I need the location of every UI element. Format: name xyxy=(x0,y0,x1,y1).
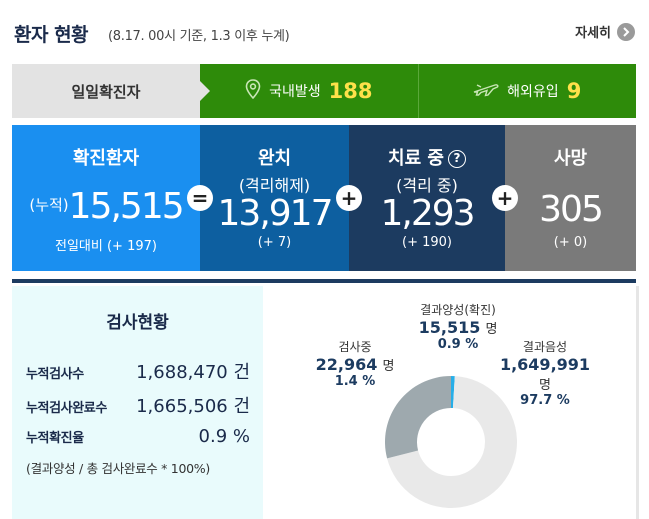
page-subtitle: (8.17. 00시 기준, 1.3 이후 누계) xyxy=(108,29,290,44)
negative-slice xyxy=(387,376,517,509)
tests-row-value: 0.9 % xyxy=(198,426,250,447)
tests-row-label: 누적검사수 xyxy=(26,367,84,382)
treatment-value: 1,293 xyxy=(380,193,475,234)
panel-edge xyxy=(636,286,639,519)
tests-row-completed: 누적검사완료수 1,665,506 건 xyxy=(26,392,250,418)
positive-label-block: 결과양성(확진) 15,515 명 0.9 % xyxy=(383,301,533,352)
plus-operator-2: + xyxy=(492,185,518,211)
deceased-value: 305 xyxy=(539,189,604,230)
test-results-chart: 결과양성(확진) 15,515 명 0.9 % 검사중 22,964 명 1.4… xyxy=(263,286,636,519)
positive-slice xyxy=(451,376,455,409)
negative-unit: 명 xyxy=(539,378,551,393)
treatment-stat: 치료 중? (격리 중) 1,293 (+ 190) xyxy=(349,125,505,271)
testing-value: 22,964 xyxy=(315,355,378,374)
domestic-label: 국내발생 xyxy=(269,84,321,100)
negative-value: 1,649,991 xyxy=(499,355,591,374)
tests-row-value: 1,665,506 건 xyxy=(136,396,250,417)
released-value: 13,917 xyxy=(217,193,334,234)
confirmed-delta: 전일대비 (+ 197) xyxy=(55,239,157,254)
more-link[interactable]: 자세히 xyxy=(575,22,635,41)
treatment-sub: (격리 중) xyxy=(396,176,458,195)
confirmed-title: 확진환자 xyxy=(72,148,140,169)
testing-slice xyxy=(385,376,451,459)
more-label: 자세히 xyxy=(575,26,611,41)
chevron-right-icon xyxy=(617,22,635,41)
released-sub: (격리해제) xyxy=(238,176,311,195)
donut-chart xyxy=(385,376,517,509)
negative-percent: 97.7 % xyxy=(520,393,570,408)
negative-label-block: 결과음성 1,649,991 명 97.7 % xyxy=(489,338,601,408)
section-divider xyxy=(12,279,636,283)
plus-operator-1: + xyxy=(336,185,362,211)
treatment-delta: (+ 190) xyxy=(402,235,452,250)
testing-label-block: 검사중 22,964 명 1.4 % xyxy=(307,338,403,389)
deceased-title: 사망 xyxy=(553,148,588,169)
testing-title: 검사중 xyxy=(338,340,372,354)
tests-row-total: 누적검사수 1,688,470 건 xyxy=(26,358,250,384)
released-stat: 완치 (격리해제) 13,917 (+ 7) xyxy=(200,125,349,271)
deceased-delta: (+ 0) xyxy=(553,235,588,250)
overseas-label: 해외유입 xyxy=(507,84,559,100)
domestic-cell: 국내발생 188 xyxy=(200,64,418,118)
tests-panel: 검사현황 누적검사수 1,688,470 건 누적검사완료수 1,665,506… xyxy=(12,286,263,519)
donut-hole xyxy=(418,409,484,475)
tests-row-label: 누적검사완료수 xyxy=(26,401,107,416)
testing-unit: 명 xyxy=(382,359,395,374)
tests-note: (결과양성 / 총 검사완료수 * 100%) xyxy=(26,461,210,476)
question-circle-icon[interactable]: ? xyxy=(447,150,466,168)
overseas-value: 9 xyxy=(566,79,582,103)
positive-percent: 0.9 % xyxy=(437,337,479,352)
stats-row: 확진환자 (누적)15,515 전일대비 (+ 197) 완치 (격리해제) 1… xyxy=(12,125,636,271)
positive-value: 15,515 xyxy=(418,318,481,337)
deceased-stat: 사망 305 (+ 0) xyxy=(505,125,636,271)
daily-confirmed-row: 일일확진자 국내발생 188 해외유입 9 xyxy=(12,64,636,118)
treatment-title: 치료 중 xyxy=(388,148,444,169)
page-title: 환자 현황 xyxy=(14,24,89,46)
daily-label: 일일확진자 xyxy=(71,82,141,101)
testing-percent: 1.4 % xyxy=(334,374,376,389)
tests-row-value: 1,688,470 건 xyxy=(136,362,250,383)
released-delta: (+ 7) xyxy=(257,235,292,250)
confirmed-value: 15,515 xyxy=(68,186,185,227)
confirmed-stat: 확진환자 (누적)15,515 전일대비 (+ 197) xyxy=(12,125,200,271)
equals-operator: = xyxy=(187,185,213,211)
positive-unit: 명 xyxy=(485,322,498,337)
airplane-icon xyxy=(473,80,499,102)
daily-arrow xyxy=(200,81,210,101)
domestic-value: 188 xyxy=(328,79,373,103)
confirmed-prefix: (누적) xyxy=(29,196,69,214)
positive-title: 결과양성(확진) xyxy=(420,303,496,317)
overseas-cell: 해외유입 9 xyxy=(417,64,636,118)
location-pin-icon xyxy=(245,79,261,103)
tests-title: 검사현황 xyxy=(106,313,169,333)
tests-row-label: 누적확진율 xyxy=(26,431,84,446)
tests-row-rate: 누적확진율 0.9 % xyxy=(26,426,250,447)
header: 환자 현황 (8.17. 00시 기준, 1.3 이후 누계) 자세히 xyxy=(0,0,649,62)
negative-title: 결과음성 xyxy=(522,340,568,354)
released-title: 완치 xyxy=(257,148,292,169)
daily-label-cell: 일일확진자 xyxy=(12,64,210,118)
